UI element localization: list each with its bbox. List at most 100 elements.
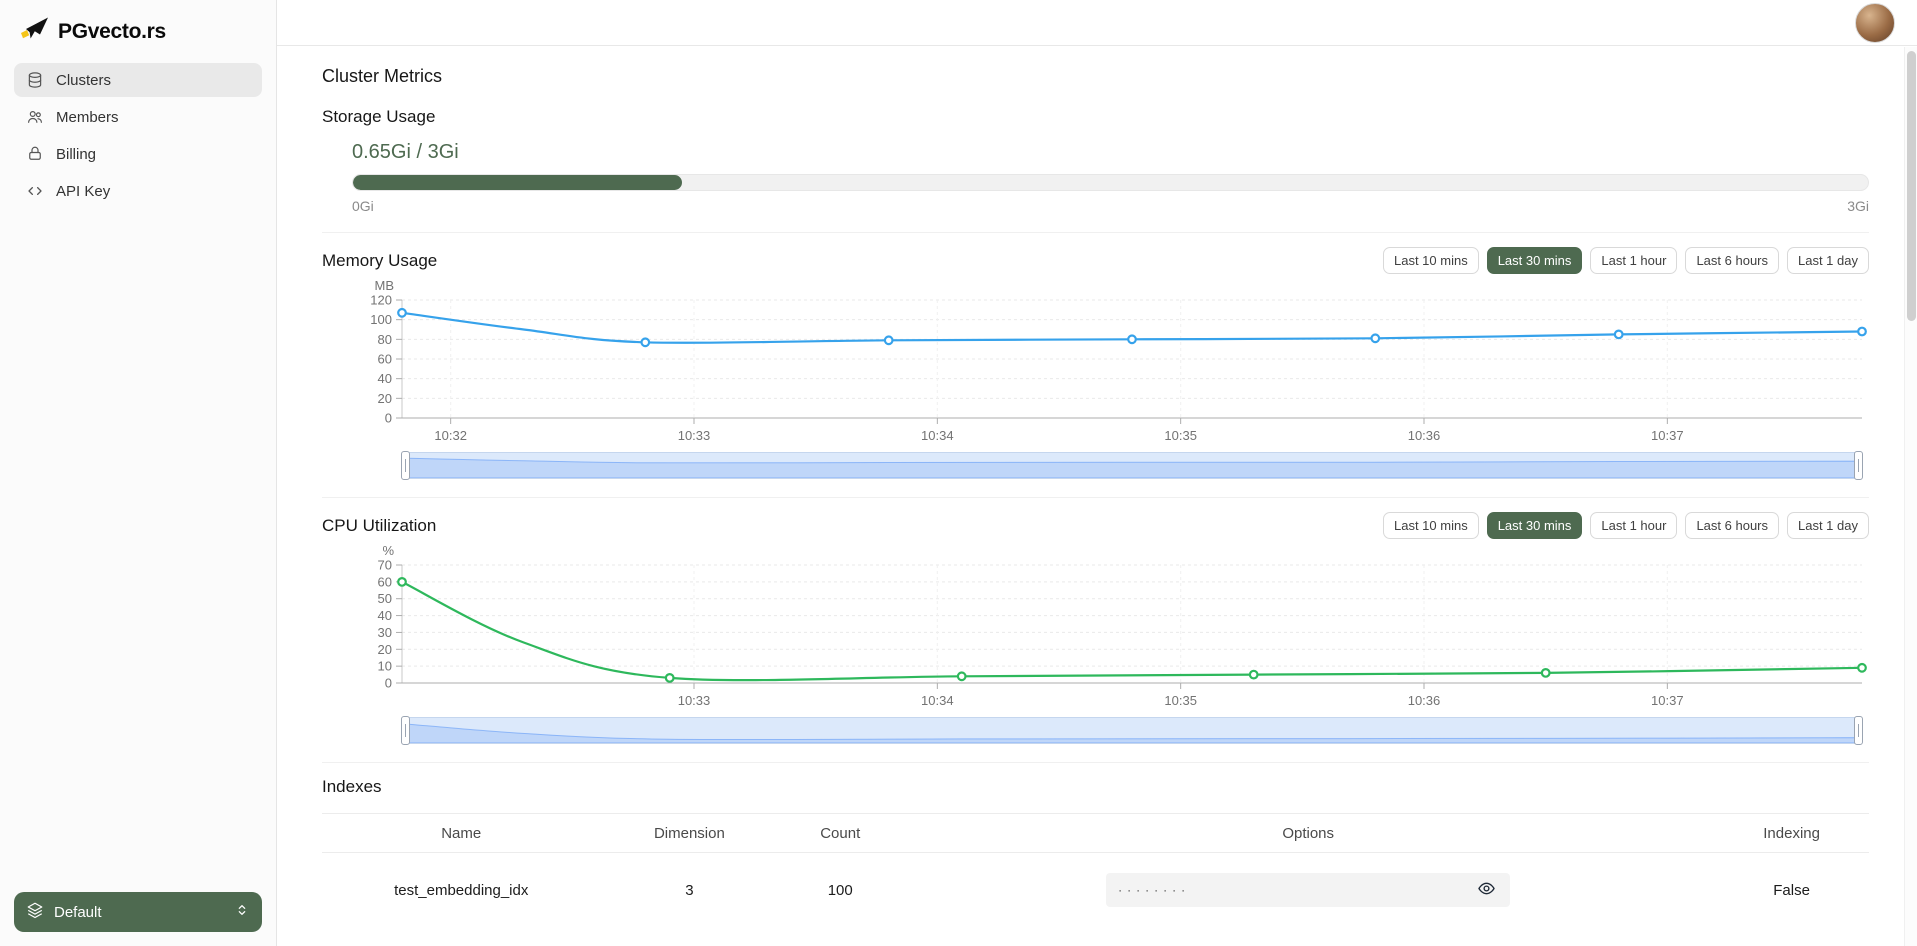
svg-text:100: 100 bbox=[370, 312, 392, 327]
sidebar-spacer bbox=[14, 208, 262, 892]
chevron-up-down-icon bbox=[234, 902, 250, 922]
memory-time-range-group: Last 10 mins Last 30 mins Last 1 hour Last … bbox=[1383, 247, 1869, 274]
sidebar-item-label: Members bbox=[56, 108, 119, 126]
column-header-name: Name bbox=[441, 824, 482, 842]
index-indexing-status: False bbox=[1773, 881, 1810, 899]
brand-name: PGvecto.rs bbox=[58, 19, 166, 43]
avatar[interactable] bbox=[1855, 2, 1895, 43]
sidebar-item-billing[interactable]: Billing bbox=[14, 137, 262, 171]
main-area: Cluster Metrics Storage Usage 0.65Gi / 3… bbox=[277, 0, 1917, 946]
svg-text:MB: MB bbox=[375, 278, 395, 293]
cpu-chart: 0 10 20 30 40 50 60 70% 10:33 10:34 10:35 10:36 10:3… bbox=[322, 543, 1869, 715]
brush-handle-left[interactable] bbox=[401, 716, 410, 745]
scrollbar-thumb[interactable] bbox=[1907, 51, 1916, 321]
cluster-switcher-button[interactable]: Default bbox=[14, 892, 262, 932]
eye-icon bbox=[1477, 879, 1496, 901]
database-icon bbox=[26, 71, 44, 89]
time-range-last-10-mins[interactable]: Last 10 mins bbox=[1383, 247, 1479, 274]
time-range-last-6-hours[interactable]: Last 6 hours bbox=[1685, 512, 1779, 539]
sidebar-item-label: Clusters bbox=[56, 71, 112, 89]
storage-title: Storage Usage bbox=[322, 107, 436, 126]
top-bar bbox=[277, 0, 1917, 46]
brush-handle-right[interactable] bbox=[1854, 451, 1863, 480]
members-icon bbox=[26, 108, 44, 126]
svg-text:40: 40 bbox=[378, 608, 392, 623]
index-count: 100 bbox=[827, 881, 853, 899]
sidebar-item-label: Billing bbox=[56, 145, 97, 163]
svg-text:10:37: 10:37 bbox=[1651, 428, 1684, 443]
storage-min-label: 0Gi bbox=[352, 198, 374, 214]
time-range-last-6-hours[interactable]: Last 6 hours bbox=[1685, 247, 1779, 274]
cpu-time-range-group: Last 10 mins Last 30 mins Last 1 hour Last … bbox=[1383, 512, 1869, 539]
column-header-dimension: Dimension bbox=[653, 824, 725, 842]
time-range-last-10-mins[interactable]: Last 10 mins bbox=[1383, 512, 1479, 539]
table-row: test_embedding_idx 3 100 ········ bbox=[322, 853, 1869, 927]
options-masked-field[interactable]: ········ bbox=[1106, 873, 1511, 907]
storage-usage-label: 0.65Gi / 3Gi bbox=[352, 141, 459, 163]
svg-text:10:32: 10:32 bbox=[434, 428, 467, 443]
indexes-table: Name Dimension Count Options Indexing te… bbox=[322, 813, 1869, 927]
page-title: Cluster Metrics bbox=[322, 66, 443, 86]
options-masked-value: ········ bbox=[1118, 883, 1191, 897]
svg-text:60: 60 bbox=[378, 574, 392, 589]
index-name: test_embedding_idx bbox=[394, 881, 529, 899]
sidebar-item-clusters[interactable]: Clusters bbox=[14, 63, 262, 97]
time-range-last-1-day[interactable]: Last 1 day bbox=[1787, 247, 1869, 274]
indexes-title: Indexes bbox=[322, 777, 382, 796]
svg-text:60: 60 bbox=[378, 352, 392, 367]
svg-text:80: 80 bbox=[378, 332, 392, 347]
content: Cluster Metrics Storage Usage 0.65Gi / 3… bbox=[277, 46, 1917, 946]
cpu-section: CPU Utilization Last 10 mins Last 30 mins… bbox=[322, 497, 1869, 745]
storage-progress-fill bbox=[353, 175, 682, 190]
svg-text:10: 10 bbox=[378, 659, 392, 674]
reveal-options-button[interactable] bbox=[1475, 877, 1498, 903]
svg-text:10:33: 10:33 bbox=[678, 693, 711, 708]
memory-chart: 0 20 40 60 80 100 120 MB 10:32 10:33 10:34 10:35 10:… bbox=[322, 278, 1869, 450]
brand-logo[interactable]: PGvecto.rs bbox=[14, 10, 262, 63]
layers-icon bbox=[26, 901, 44, 923]
cpu-title: CPU Utilization bbox=[322, 515, 437, 535]
time-range-last-30-mins[interactable]: Last 30 mins bbox=[1486, 512, 1583, 539]
svg-text:40: 40 bbox=[378, 371, 392, 386]
svg-text:10:33: 10:33 bbox=[678, 428, 711, 443]
sidebar-nav: Clusters Members bbox=[14, 63, 262, 208]
cpu-brush[interactable] bbox=[401, 716, 1863, 745]
svg-text:70: 70 bbox=[378, 558, 392, 573]
brush-handle-left[interactable] bbox=[401, 451, 410, 480]
time-range-last-1-hour[interactable]: Last 1 hour bbox=[1590, 512, 1678, 539]
svg-text:20: 20 bbox=[378, 391, 392, 406]
brush-handle-right[interactable] bbox=[1854, 716, 1863, 745]
svg-text:%: % bbox=[382, 543, 394, 558]
memory-brush[interactable] bbox=[401, 451, 1863, 480]
svg-text:10:34: 10:34 bbox=[921, 428, 954, 443]
svg-text:10:37: 10:37 bbox=[1651, 693, 1684, 708]
memory-section: Memory Usage Last 10 mins Last 30 mins Las… bbox=[322, 232, 1869, 480]
column-header-count: Count bbox=[820, 824, 861, 842]
memory-title: Memory Usage bbox=[322, 250, 438, 270]
sidebar: PGvecto.rs Clusters bbox=[0, 0, 277, 946]
svg-text:50: 50 bbox=[378, 591, 392, 606]
billing-icon bbox=[26, 145, 44, 163]
sidebar-item-api-key[interactable]: API Key bbox=[14, 174, 262, 208]
rocket-logo-icon bbox=[20, 16, 50, 47]
scrollbar bbox=[1904, 47, 1917, 946]
column-header-options: Options bbox=[1282, 824, 1335, 842]
svg-text:10:36: 10:36 bbox=[1408, 428, 1441, 443]
svg-text:10:35: 10:35 bbox=[1164, 693, 1197, 708]
cluster-switcher-label: Default bbox=[54, 903, 102, 921]
svg-text:0: 0 bbox=[385, 411, 392, 426]
time-range-last-1-day[interactable]: Last 1 day bbox=[1787, 512, 1869, 539]
indexes-table-header: Name Dimension Count Options Indexing bbox=[322, 813, 1869, 853]
svg-text:30: 30 bbox=[378, 625, 392, 640]
index-dimension: 3 bbox=[685, 881, 694, 899]
column-header-indexing: Indexing bbox=[1763, 824, 1820, 842]
svg-text:120: 120 bbox=[370, 293, 392, 308]
time-range-last-1-hour[interactable]: Last 1 hour bbox=[1590, 247, 1678, 274]
storage-max-label: 3Gi bbox=[1847, 198, 1869, 214]
api-key-icon bbox=[26, 182, 44, 200]
svg-text:10:35: 10:35 bbox=[1164, 428, 1197, 443]
time-range-last-30-mins[interactable]: Last 30 mins bbox=[1486, 247, 1583, 274]
svg-text:10:36: 10:36 bbox=[1408, 693, 1441, 708]
sidebar-item-label: API Key bbox=[56, 182, 111, 200]
sidebar-item-members[interactable]: Members bbox=[14, 100, 262, 134]
